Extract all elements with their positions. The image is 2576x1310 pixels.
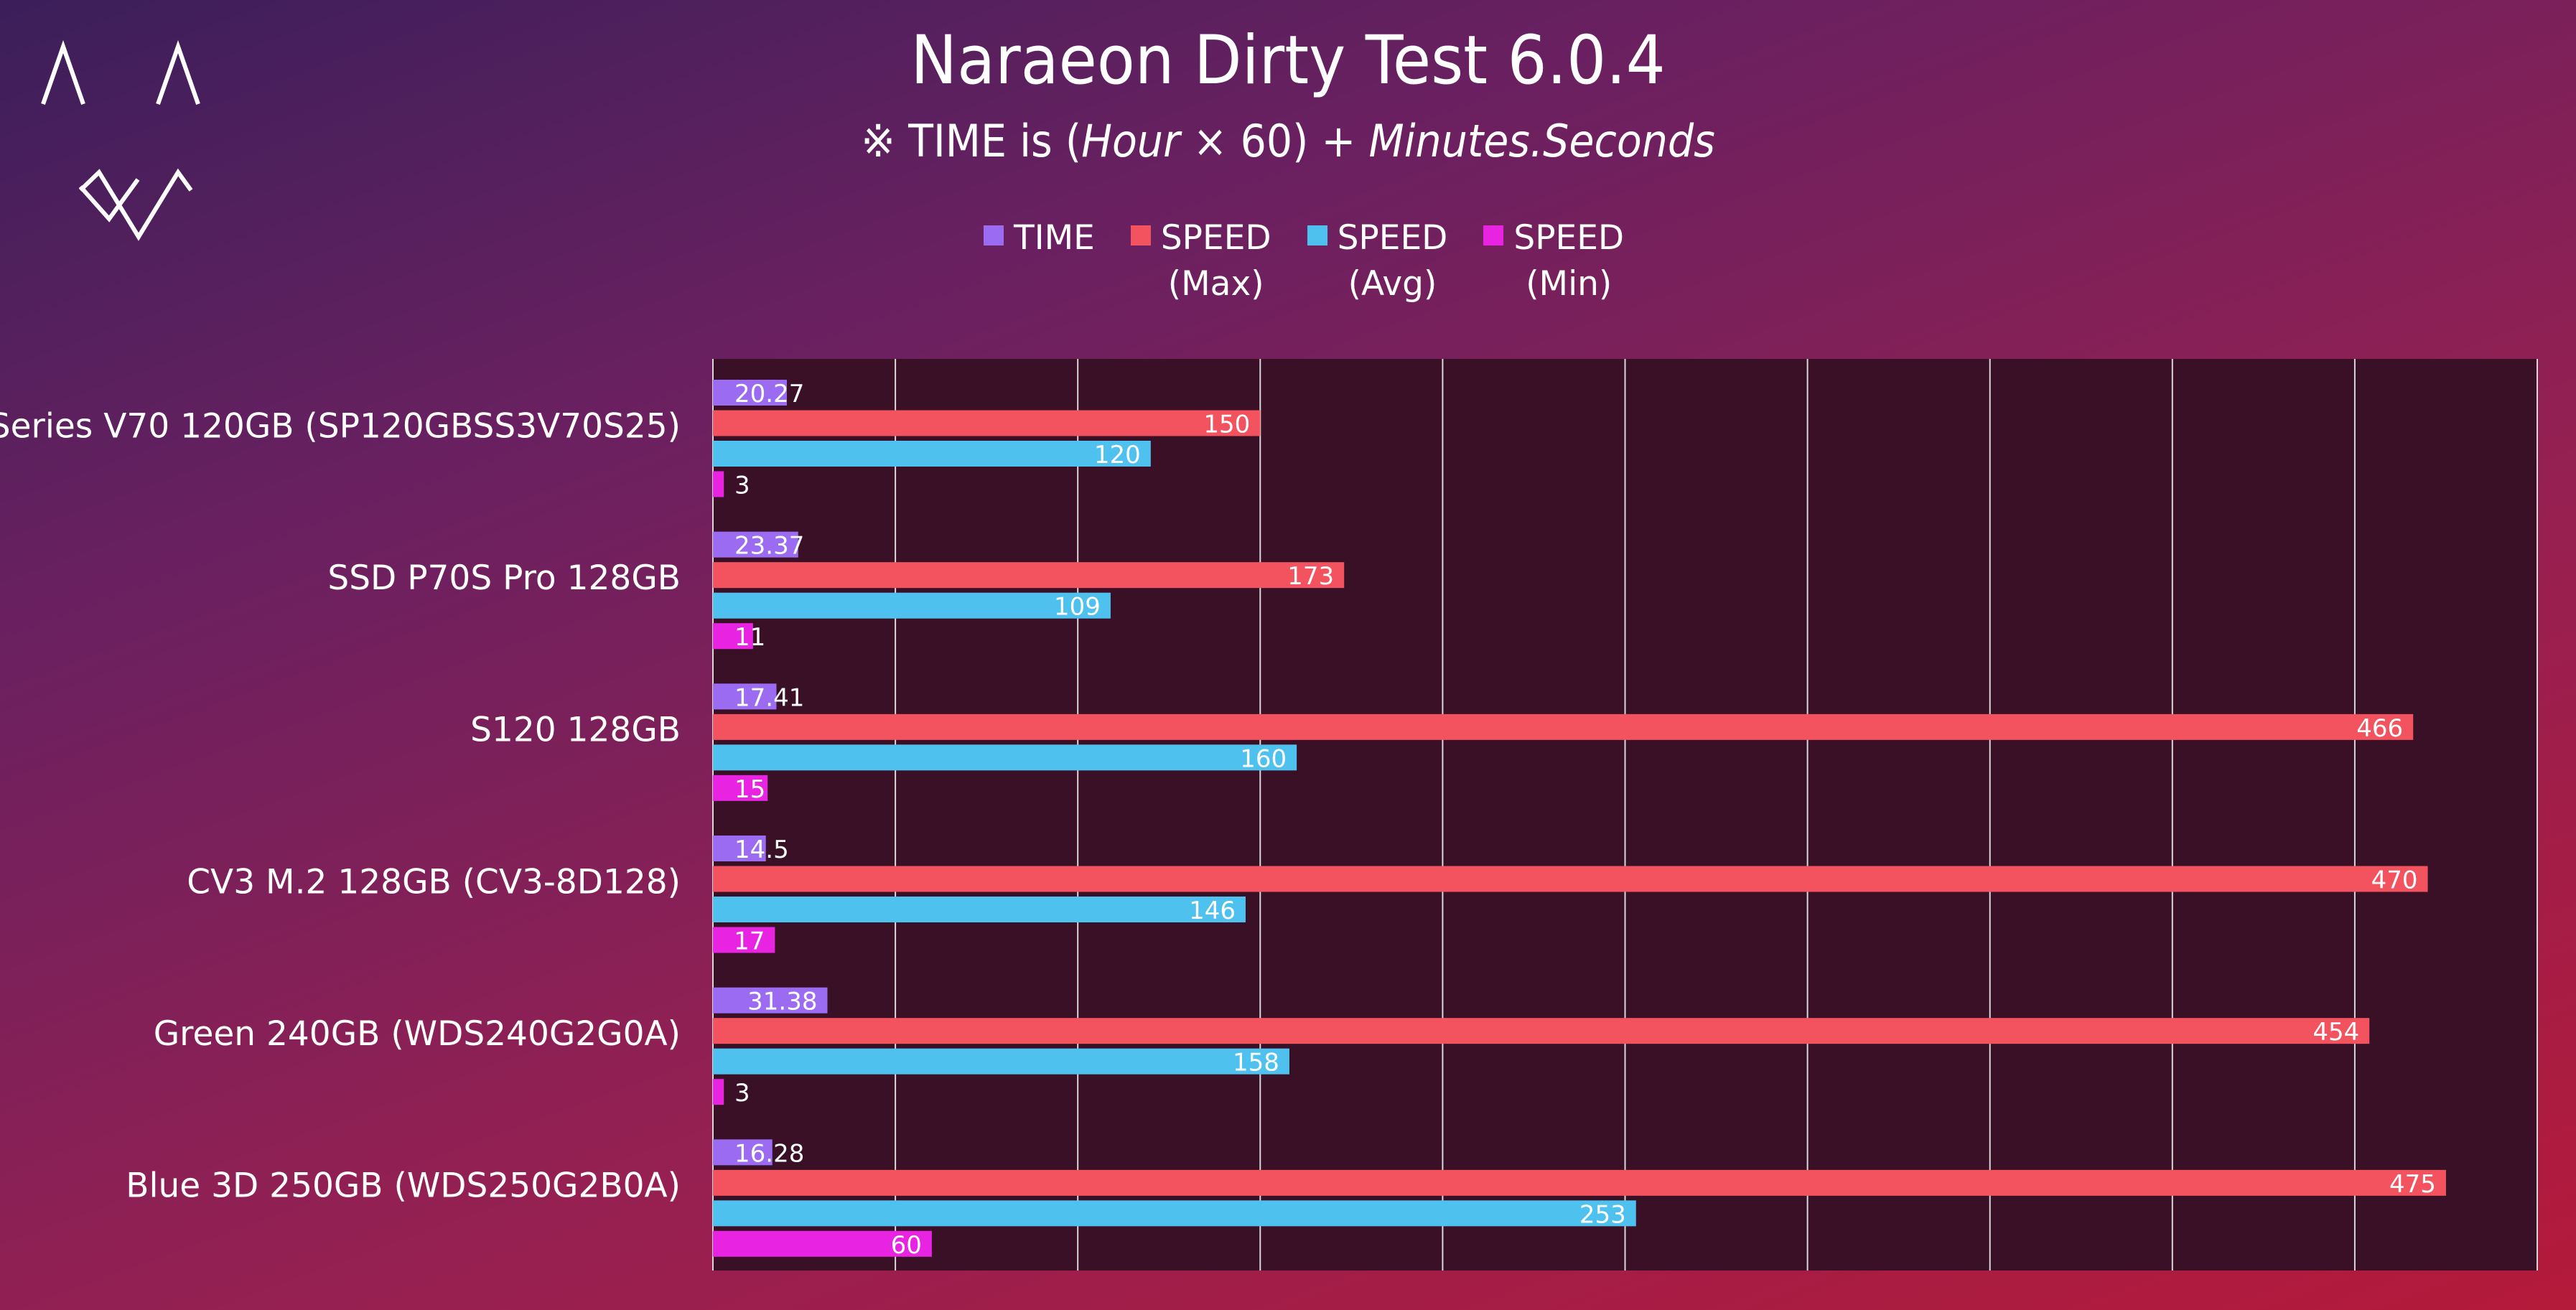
bar bbox=[713, 562, 1345, 589]
legend-swatch-speed-avg bbox=[1307, 225, 1327, 245]
legend-label-speed-avg-line2: (Avg) bbox=[1348, 264, 1437, 304]
bar bbox=[713, 441, 1151, 467]
bar bbox=[713, 380, 788, 406]
category-label: CV3 M.2 128GB (CV3-8D128) bbox=[187, 862, 681, 902]
data-label: 173 bbox=[1287, 562, 1334, 591]
subtitle-minutes: Minutes.Seconds bbox=[1368, 115, 1715, 167]
data-label: 470 bbox=[2371, 866, 2418, 895]
bar bbox=[713, 1048, 1289, 1075]
legend-label-speed-avg: SPEED (Avg) bbox=[1338, 215, 1448, 307]
legend-label-time-line1: TIME bbox=[1014, 218, 1095, 258]
fox-face-logo-icon bbox=[41, 39, 200, 241]
data-label: 31.38 bbox=[747, 988, 817, 1016]
bar bbox=[713, 1230, 932, 1257]
data-label: 3 bbox=[734, 472, 750, 500]
data-label: 17.41 bbox=[734, 683, 804, 712]
data-label: 3 bbox=[734, 1079, 750, 1108]
legend-label-time: TIME bbox=[1014, 215, 1095, 261]
bar bbox=[713, 866, 2428, 892]
bar bbox=[713, 410, 1261, 436]
legend-label-speed-min: SPEED (Min) bbox=[1513, 215, 1624, 307]
data-label: 150 bbox=[1203, 411, 1250, 439]
legend-label-speed-max-line2: (Max) bbox=[1167, 264, 1264, 304]
category-label: S120 128GB bbox=[470, 711, 681, 750]
legend-item-speed-max: SPEED (Max) bbox=[1130, 215, 1271, 316]
data-label: 158 bbox=[1233, 1049, 1279, 1077]
bar bbox=[713, 592, 1111, 619]
legend-label-speed-min-line1: SPEED bbox=[1513, 218, 1625, 258]
bar bbox=[713, 775, 768, 801]
category-label: Velox Series V70 120GB (SP120GBSS3V70S25… bbox=[0, 406, 681, 446]
legend-item-time: TIME bbox=[984, 215, 1095, 316]
bar bbox=[713, 531, 798, 558]
legend-label-speed-min-line2: (Min) bbox=[1526, 264, 1613, 304]
data-label: 15 bbox=[734, 775, 765, 804]
data-label: 60 bbox=[891, 1231, 922, 1260]
bar bbox=[713, 897, 1246, 922]
category-label: SSD P70S Pro 128GB bbox=[327, 558, 681, 598]
legend-label-speed-max-line1: SPEED bbox=[1160, 218, 1271, 258]
chart-title: Naraeon Dirty Test 6.0.4 bbox=[910, 22, 1666, 100]
bar bbox=[713, 927, 775, 953]
data-label: 20.27 bbox=[734, 380, 804, 408]
data-label: 146 bbox=[1189, 897, 1236, 925]
data-label: 466 bbox=[2356, 714, 2403, 743]
data-label: 16.28 bbox=[734, 1139, 804, 1168]
chart-legend: TIME SPEED (Max) SPEED (Avg) SPEED (Min) bbox=[984, 215, 1624, 316]
data-label: 23.37 bbox=[734, 532, 804, 561]
data-label: 475 bbox=[2389, 1170, 2436, 1199]
bar bbox=[713, 1139, 773, 1166]
bar bbox=[713, 623, 753, 650]
data-label: 120 bbox=[1094, 441, 1141, 469]
bar bbox=[713, 471, 724, 497]
bar bbox=[713, 836, 766, 861]
bar bbox=[713, 1200, 1636, 1227]
legend-label-speed-avg-line1: SPEED bbox=[1337, 218, 1448, 258]
bar bbox=[713, 987, 828, 1014]
data-label: 160 bbox=[1240, 744, 1287, 773]
legend-item-speed-avg: SPEED (Avg) bbox=[1307, 215, 1448, 316]
bar bbox=[713, 744, 1297, 771]
legend-swatch-speed-max bbox=[1130, 225, 1151, 245]
bar bbox=[713, 683, 777, 710]
data-label: 109 bbox=[1054, 593, 1101, 622]
data-label: 253 bbox=[1579, 1200, 1626, 1229]
category-label: Green 240GB (WDS240G2G0A) bbox=[154, 1014, 681, 1054]
data-label: 11 bbox=[734, 623, 765, 652]
subtitle-hour: Hour bbox=[1081, 115, 1180, 167]
legend-label-speed-max: SPEED (Max) bbox=[1161, 215, 1271, 307]
category-label: Blue 3D 250GB (WDS250G2B0A) bbox=[126, 1166, 681, 1206]
data-label: 14.5 bbox=[734, 836, 789, 864]
legend-swatch-speed-min bbox=[1483, 225, 1504, 245]
subtitle-times: × 60) + bbox=[1180, 115, 1369, 167]
bar bbox=[713, 1018, 2370, 1044]
bar bbox=[713, 714, 2414, 740]
legend-swatch-time bbox=[984, 225, 1004, 245]
data-label: 17 bbox=[734, 927, 765, 956]
bar bbox=[713, 1079, 724, 1105]
chart-subtitle: ※ TIME is (Hour × 60) + Minutes.Seconds bbox=[103, 115, 2473, 167]
data-label: 454 bbox=[2313, 1018, 2359, 1047]
legend-item-speed-min: SPEED (Min) bbox=[1483, 215, 1624, 316]
bar bbox=[713, 1169, 2446, 1196]
subtitle-prefix: ※ TIME is ( bbox=[861, 115, 1082, 167]
